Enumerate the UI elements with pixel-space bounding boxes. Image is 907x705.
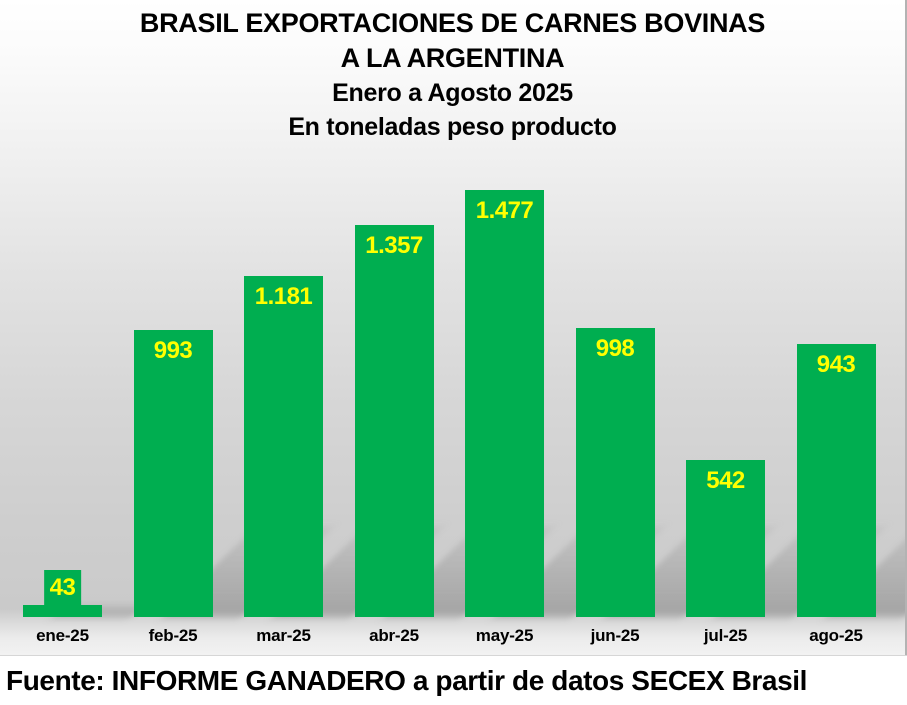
x-axis-label-feb-25: feb-25 [148,626,198,645]
bar-mar-25: 1.181 [244,275,323,617]
chart-title-block: BRASIL EXPORTACIONES DE CARNES BOVINAS A… [0,6,905,144]
source-footer: Fuente: INFORME GANADERO a partir de dat… [0,655,907,705]
bar-value-label: 1.477 [475,197,534,224]
bar-ene-25: 43 [23,569,102,617]
bar-value-label: 1.357 [365,231,423,259]
x-axis-label-jul-25: jul-25 [703,626,748,645]
x-axis-label-jun-25: jun-25 [590,626,640,645]
bar-value-label: 998 [595,335,635,363]
bar-jul-25: 542 [686,460,765,617]
x-axis-label-abr-25: abr-25 [369,626,419,645]
bar-value-label: 43 [43,569,82,605]
bar-jun-25: 998 [575,328,655,617]
bar-feb-25: 993 [133,329,213,617]
bar-value-label: 1.181 [254,282,313,310]
x-axis-label-ene-25: ene-25 [36,626,89,645]
chart-subtitle-units: En toneladas peso producto [288,113,617,141]
chart-subtitle-period: Enero a Agosto 2025 [332,79,573,107]
bar-value-label: 542 [706,467,745,495]
source-text: Fuente: INFORME GANADERO a partir de dat… [6,664,808,696]
bar-may-25: 1.477 [465,190,544,617]
bar-value-label: 943 [816,351,856,379]
chart-title-line-2: A LA ARGENTINA [340,43,565,73]
chart-area: BRASIL EXPORTACIONES DE CARNES BOVINAS A… [0,0,907,655]
x-axis-label-may-25: may-25 [475,626,534,645]
x-axis-label-mar-25: mar-25 [256,626,311,645]
bar-value-label: 993 [153,336,193,364]
chart-title-line-1: BRASIL EXPORTACIONES DE CARNES BOVINAS [139,8,766,38]
bar-ago-25: 943 [796,344,876,617]
plot-area: 43 ene-25 993 feb-25 1.181 mar-25 1.357 abr-25 1… [23,190,905,645]
bar-abr-25: 1.357 [354,224,434,617]
x-axis-label-ago-25: ago-25 [809,626,863,645]
